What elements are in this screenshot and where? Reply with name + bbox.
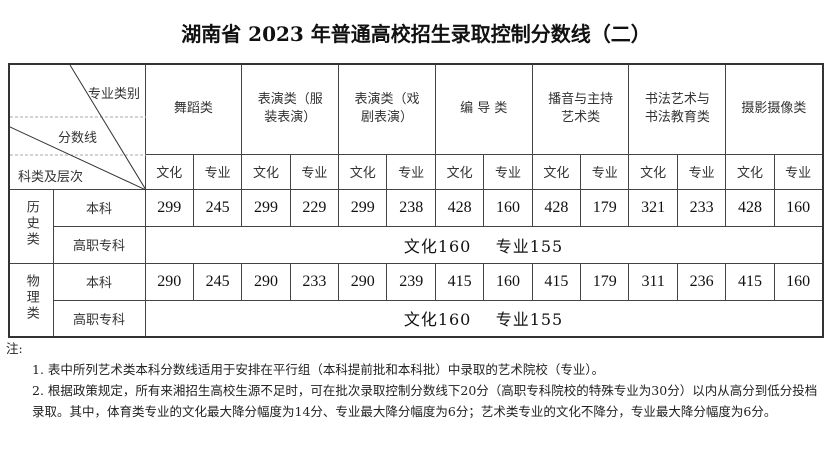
score-cell: 229 <box>289 188 340 227</box>
category-header: 舞蹈类 <box>144 63 243 155</box>
score-cell: 160 <box>483 188 533 227</box>
score-cell: 428 <box>434 188 485 227</box>
sub-header-culture: 文化 <box>241 153 291 190</box>
score-cell: 233 <box>289 262 340 301</box>
diag-label-major: 专业类别 <box>88 87 141 102</box>
score-cell: 245 <box>192 188 243 227</box>
level-label: 本科 <box>52 262 146 301</box>
diagonal-lines <box>10 65 146 190</box>
notes-label: 注: <box>6 341 23 356</box>
level-label: 高职专科 <box>52 225 146 264</box>
sub-header-major: 专业 <box>192 153 243 190</box>
level-label: 高职专科 <box>52 299 146 338</box>
vocational-score-cell: 文化160 专业155 <box>144 225 824 264</box>
diag-label-level: 科类及层次 <box>18 170 84 185</box>
level-label: 本科 <box>52 188 146 227</box>
score-cell: 245 <box>192 262 243 301</box>
category-header: 播音与主持艺术类 <box>531 63 630 155</box>
category-header: 书法艺术与书法教育类 <box>628 63 727 155</box>
score-cell: 321 <box>628 188 678 227</box>
category-header: 摄影摄像类 <box>725 63 824 155</box>
sub-header-culture: 文化 <box>628 153 678 190</box>
score-cell: 428 <box>725 188 775 227</box>
score-cell: 239 <box>386 262 436 301</box>
sub-header-major: 专业 <box>676 153 727 190</box>
vocational-score-cell: 文化160 专业155 <box>144 299 824 338</box>
category-header: 表演类（服装表演） <box>241 63 340 155</box>
table-row: 高职专科 文化160 专业155 <box>9 299 824 338</box>
score-cell: 290 <box>144 262 194 301</box>
sub-header-major: 专业 <box>386 153 436 190</box>
score-cell: 311 <box>628 262 678 301</box>
score-cell: 238 <box>386 188 436 227</box>
score-cell: 160 <box>483 262 533 301</box>
score-cell: 233 <box>676 188 727 227</box>
table-row: 物理类 本科 290 245 290 233 290 239 415 160 415 179 311 23… <box>8 262 824 338</box>
sub-header-culture: 文化 <box>144 153 194 190</box>
score-cell: 415 <box>725 262 775 301</box>
group-label: 物理类 <box>23 273 39 322</box>
note-2: 2. 根据政策规定，所有来湘招生高校生源不足时，可在批次录取控制分数线下20分（… <box>32 383 818 419</box>
score-cell: 299 <box>338 188 388 227</box>
score-table: 专业类别 分数线 科类及层次 舞蹈类 表演类（服装表演） 表演类（戏剧表演）编 导 … <box>8 63 824 338</box>
score-cell: 290 <box>338 262 388 301</box>
sub-header-culture: 文化 <box>531 153 582 190</box>
page-title: 湖南省 2023 年普通高校招生录取控制分数线（二） <box>181 22 651 46</box>
sub-header-major: 专业 <box>483 153 533 190</box>
score-cell: 160 <box>773 188 824 227</box>
score-cell: 236 <box>676 262 727 301</box>
score-cell: 179 <box>580 188 630 227</box>
diag-label-score: 分数线 <box>58 131 98 146</box>
score-cell: 299 <box>241 188 291 227</box>
score-cell: 290 <box>241 262 291 301</box>
score-cell: 415 <box>531 262 582 301</box>
score-cell: 179 <box>580 262 630 301</box>
score-cell: 415 <box>434 262 485 301</box>
sub-header-culture: 文化 <box>434 153 485 190</box>
note-1: 1. 表中所列艺术类本科分数线适用于安排在平行组（本科提前批和本科批）中录取的艺… <box>32 362 605 377</box>
table-row: 历史类 本科 299 245 299 229 299 238 428 160 428 179 321 23… <box>8 188 824 264</box>
category-header: 编 导 类 <box>434 63 533 155</box>
score-cell: 160 <box>773 262 824 301</box>
score-cell: 428 <box>531 188 582 227</box>
notes: 注: 1. 表中所列艺术类本科分数线适用于安排在平行组（本科提前批和本科批）中录… <box>6 338 828 422</box>
sub-header-major: 专业 <box>580 153 630 190</box>
sub-header-culture: 文化 <box>338 153 388 190</box>
sub-header-major: 专业 <box>773 153 824 190</box>
diagonal-header-cell: 专业类别 分数线 科类及层次 <box>8 63 146 190</box>
table-row: 高职专科 文化160 专业155 <box>9 225 824 264</box>
group-label: 历史类 <box>23 200 39 248</box>
sub-header-major: 专业 <box>289 153 340 190</box>
category-header: 表演类（戏剧表演） <box>338 63 436 155</box>
sub-header-culture: 文化 <box>725 153 775 190</box>
score-cell: 299 <box>144 188 194 227</box>
